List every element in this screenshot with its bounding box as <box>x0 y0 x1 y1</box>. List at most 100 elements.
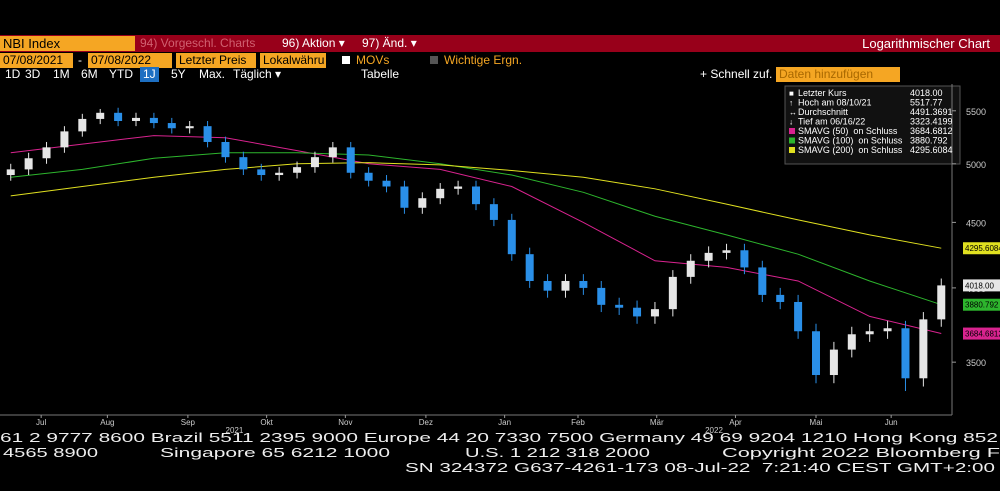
candle-body <box>668 276 677 310</box>
candle-body <box>454 186 463 189</box>
change-menu[interactable]: 97) Änd. ▾ <box>362 36 417 50</box>
period-button[interactable]: 1M <box>53 67 70 81</box>
events-label[interactable]: Wichtige Ergn. <box>444 53 523 67</box>
y-tick-label: 5000 <box>966 160 986 170</box>
legend-symbol: ↔ <box>789 108 797 117</box>
period-button[interactable]: 3D <box>25 67 41 81</box>
candle-body <box>794 301 803 332</box>
legend-label: Hoch am 08/10/21 <box>798 98 872 108</box>
year-label: 2021 <box>226 426 244 435</box>
movs-label[interactable]: MOVs <box>356 53 390 67</box>
legend-symbol: ■ <box>789 89 794 98</box>
period-button[interactable]: Max. <box>199 67 226 81</box>
candle-body <box>740 250 749 268</box>
legend-value: 3323.4199 <box>910 117 953 127</box>
candle-body <box>525 254 534 281</box>
candle-body <box>937 285 946 320</box>
legend-swatch <box>789 137 795 144</box>
candle-body <box>436 188 445 199</box>
legend-label: Durchschnitt <box>798 107 849 117</box>
x-tick-label: Apr <box>729 418 742 427</box>
candle-body <box>597 287 606 305</box>
candle-body <box>829 349 838 376</box>
legend-label: SMAVG (50) on Schluss <box>798 126 898 136</box>
price-tag <box>963 279 1000 292</box>
candle-body <box>686 260 695 277</box>
events-checkbox[interactable] <box>430 56 438 64</box>
candle-body <box>382 180 391 187</box>
price-tag-label: 4295.6084 <box>965 244 1000 253</box>
header-bar <box>0 35 1000 52</box>
footer-text: U.S. 1 212 318 2000 <box>465 445 650 460</box>
y-tick-label: 4500 <box>966 218 986 228</box>
price-tag-label: 4018.00 <box>965 281 994 290</box>
x-tick-label: Okt <box>260 418 273 427</box>
action-menu[interactable]: 96) Aktion ▾ <box>282 36 345 50</box>
legend-label: SMAVG (100) on Schluss <box>798 136 903 146</box>
period-button[interactable]: 5Y <box>171 67 186 81</box>
candle-body <box>901 328 910 379</box>
candle-body <box>758 267 767 295</box>
candle-body <box>919 319 928 379</box>
period-button[interactable]: YTD <box>109 67 133 81</box>
candle-body <box>257 169 266 176</box>
legend-value: 3880.792 <box>910 136 948 146</box>
footer-text: Singapore 65 6212 1000 <box>160 445 390 460</box>
frequency-menu[interactable]: Täglich ▾ <box>233 67 282 81</box>
currency[interactable]: Lokalwähru <box>260 53 326 68</box>
date-to[interactable]: 07/08/2022 <box>88 53 172 68</box>
price-field[interactable]: Letzter Preis <box>176 53 256 68</box>
candle-body <box>78 118 87 132</box>
candle-body <box>167 123 176 129</box>
x-tick-label: Sep <box>181 418 196 427</box>
candle-body <box>579 280 588 288</box>
movs-checkbox[interactable] <box>342 56 350 64</box>
security-input[interactable]: NBI Index <box>0 36 135 51</box>
x-tick-label: Aug <box>100 418 114 427</box>
quick-add[interactable]: + Schnell zuf. <box>700 67 773 81</box>
footer-text: 4565 8900 <box>3 445 98 460</box>
moving-average-line <box>10 162 942 249</box>
candle-body <box>847 334 856 350</box>
period-button[interactable]: 1J <box>140 67 159 82</box>
candle-body <box>489 204 498 220</box>
add-data-input[interactable]: Daten hinzufügen <box>776 67 900 82</box>
x-tick-label: Mär <box>650 418 664 427</box>
candle-body <box>812 331 820 376</box>
candle-body <box>650 309 659 317</box>
chart-mode: Logarithmischer Chart <box>862 36 990 51</box>
candle-body <box>704 252 713 261</box>
date-from[interactable]: 07/08/2021 <box>0 53 73 68</box>
period-button[interactable]: 6M <box>81 67 98 81</box>
moving-average-line <box>10 152 942 306</box>
candle-body <box>418 198 427 208</box>
price-tag <box>963 298 1000 311</box>
price-tag <box>963 242 1000 255</box>
candle-body <box>293 167 302 173</box>
candle-body <box>24 158 33 170</box>
candle-body <box>275 172 284 176</box>
candle-body <box>60 131 69 148</box>
candle-body <box>310 157 319 168</box>
candle-body <box>203 126 212 142</box>
suggested-charts[interactable]: 94) Vorgeschl. Charts <box>140 36 256 50</box>
period-button[interactable]: 1D <box>5 67 21 81</box>
candle-body <box>615 304 624 308</box>
candle-body <box>364 172 373 181</box>
year-label: 2022 <box>705 426 723 435</box>
candle-body <box>776 294 785 302</box>
legend-swatch <box>789 147 795 153</box>
y-tick-label: 4000 <box>966 284 986 294</box>
legend-symbol: ↑ <box>789 99 793 108</box>
x-tick-label: Mai <box>810 418 823 427</box>
candle-body <box>239 157 248 170</box>
candle-body <box>543 280 552 291</box>
legend-symbol: ↓ <box>789 118 793 127</box>
legend-label: SMAVG (200) on Schluss <box>798 145 903 155</box>
legend-value: 3684.6812 <box>910 126 953 136</box>
candle-body <box>507 219 516 255</box>
x-tick-label: Jan <box>498 418 511 427</box>
legend-box <box>784 85 961 165</box>
table-button[interactable]: Tabelle <box>361 67 400 81</box>
